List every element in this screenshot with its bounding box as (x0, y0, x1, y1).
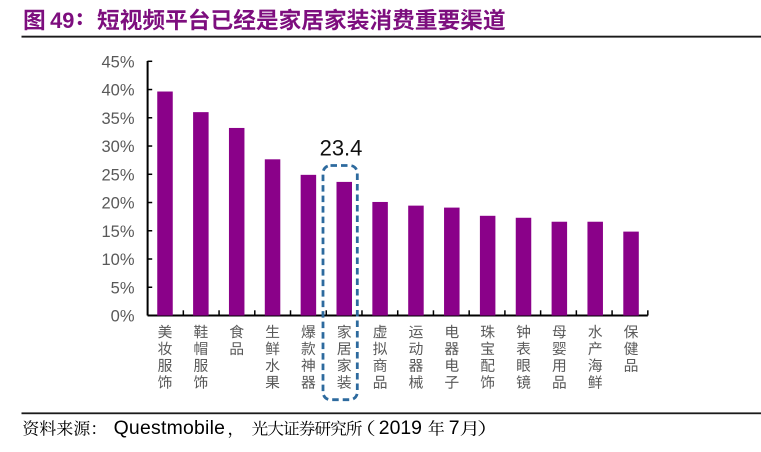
svg-text:0%: 0% (111, 308, 135, 326)
svg-text:49: 49 (50, 8, 74, 33)
svg-text:23.4: 23.4 (320, 136, 363, 161)
svg-text:15%: 15% (101, 223, 134, 241)
svg-text:5%: 5% (111, 279, 135, 297)
svg-text:30%: 30% (101, 138, 134, 156)
svg-text:2019: 2019 (379, 417, 422, 439)
svg-text:Questmobile: Questmobile (114, 417, 226, 439)
svg-text:7: 7 (449, 417, 460, 439)
svg-text:35%: 35% (101, 110, 134, 128)
svg-text:20%: 20% (101, 195, 134, 213)
svg-text:25%: 25% (101, 166, 134, 184)
svg-text:45%: 45% (101, 53, 134, 71)
svg-text:10%: 10% (101, 251, 134, 269)
svg-text:40%: 40% (101, 82, 134, 100)
